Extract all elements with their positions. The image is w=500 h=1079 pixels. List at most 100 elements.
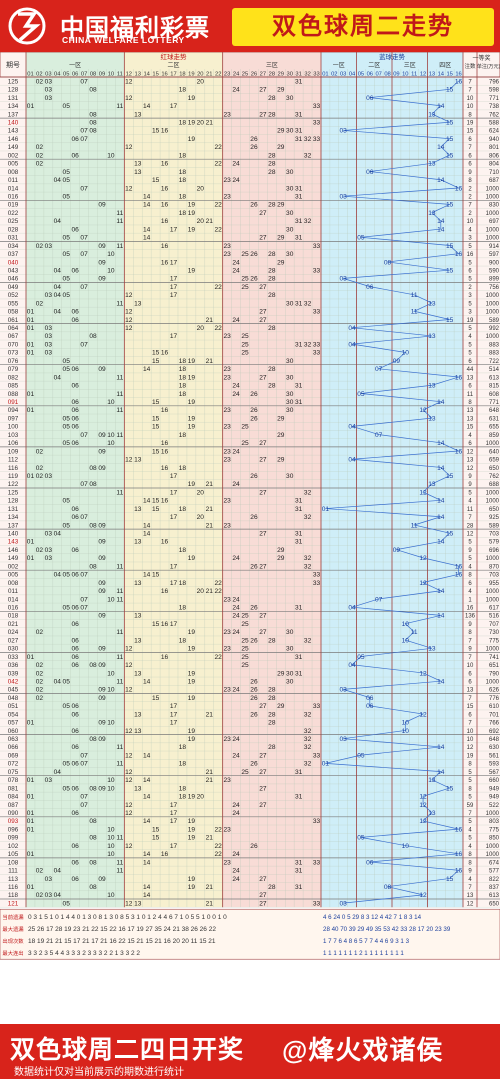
red-ball-hit: 20 xyxy=(197,185,205,192)
blue-ball-hit: 14 xyxy=(437,144,445,151)
red-ball-hit: 05 xyxy=(63,235,71,242)
red-ball-hit: 11 xyxy=(116,761,123,768)
red-number-header: 11 xyxy=(117,72,123,78)
red-ball-hit: 07 xyxy=(80,794,88,801)
blue-number-header: 16 xyxy=(455,72,461,78)
red-ball-hit: 13 xyxy=(134,580,142,587)
red-ball-hit: 05 xyxy=(63,193,71,200)
prize-amount: 617 xyxy=(489,605,500,611)
red-ball-hit: 18 xyxy=(179,177,187,184)
red-ball-hit: 21 xyxy=(206,835,214,842)
prize-count: 136 xyxy=(465,614,476,620)
red-ball-hit: 04 xyxy=(54,868,62,875)
red-ball-hit: 19 xyxy=(188,835,196,842)
red-ball-hit: 17 xyxy=(170,843,178,850)
red-ball-hit: 18 xyxy=(179,637,187,644)
red-ball-hit: 07 xyxy=(80,752,88,759)
issue-col-bg xyxy=(0,52,26,908)
issue-number: 051 xyxy=(8,703,19,710)
red-ball-hit: 19 xyxy=(188,202,196,209)
red-ball-hit: 07 xyxy=(80,604,88,611)
prize-amount: 899 xyxy=(489,277,500,283)
prize-amount: 1000 xyxy=(486,647,500,653)
blue-ball-hit: 05 xyxy=(357,235,365,242)
red-ball-hit: 06 xyxy=(71,399,79,406)
issue-number: 140 xyxy=(8,120,19,127)
red-ball-hit: 12 xyxy=(125,662,133,669)
red-ball-hit: 22 xyxy=(215,654,223,661)
red-ball-hit: 25 xyxy=(241,613,249,620)
red-ball-hit: 32 xyxy=(304,514,312,521)
prize-amount: 762 xyxy=(489,474,500,480)
prize-count: 6 xyxy=(468,137,472,143)
red-ball-hit: 30 xyxy=(286,251,294,258)
blue-ball-hit: 04 xyxy=(348,341,356,348)
red-ball-hit: 09 xyxy=(98,366,106,373)
red-ball-hit: 15 xyxy=(152,835,160,842)
blue-number-header: 12 xyxy=(420,72,426,78)
issue-number: 058 xyxy=(8,309,19,316)
red-ball-hit: 28 xyxy=(268,276,276,283)
red-ball-hit: 01 xyxy=(27,810,35,817)
red-number-header: 26 xyxy=(251,72,257,78)
red-ball-hit: 17 xyxy=(170,720,178,727)
red-ball-hit: 27 xyxy=(259,629,267,636)
red-ball-hit: 15 xyxy=(152,506,160,513)
red-ball-hit: 20 xyxy=(197,218,205,225)
red-ball-hit: 10 xyxy=(107,432,115,439)
issue-number: 064 xyxy=(8,325,19,332)
prize-amount: 837 xyxy=(489,885,500,891)
red-ball-hit: 10 xyxy=(107,399,115,406)
red-ball-hit: 11 xyxy=(116,210,123,217)
red-ball-hit: 27 xyxy=(259,87,267,94)
red-ball-hit: 01 xyxy=(27,720,35,727)
blue-ball-hit: 16 xyxy=(455,185,463,192)
red-trend-header: 红球走势 xyxy=(161,52,188,61)
red-ball-hit: 23 xyxy=(223,366,231,373)
prize-count: 5 xyxy=(468,778,472,784)
stat-label: 当前遗漏 xyxy=(2,913,23,921)
prize-count: 19 xyxy=(467,121,474,127)
red-ball-hit: 06 xyxy=(71,761,79,768)
red-ball-hit: 06 xyxy=(71,703,79,710)
red-ball-hit: 17 xyxy=(170,802,178,809)
red-ball-hit: 01 xyxy=(27,317,35,324)
red-ball-hit: 03 xyxy=(45,892,53,899)
issue-number: 113 xyxy=(8,876,19,883)
prize-amount: 738 xyxy=(489,104,500,110)
red-ball-hit: 18 xyxy=(179,383,187,390)
red-ball-hit: 12 xyxy=(125,777,133,784)
prize-count: 8 xyxy=(468,400,472,406)
red-ball-hit: 30 xyxy=(286,374,294,381)
red-ball-hit: 24 xyxy=(232,267,240,274)
issue-number: 105 xyxy=(8,851,19,858)
red-number-header: 33 xyxy=(313,72,319,78)
red-ball-hit: 24 xyxy=(232,87,240,94)
prize-count: 4 xyxy=(468,827,472,833)
red-ball-hit: 27 xyxy=(259,802,267,809)
issue-number: 085 xyxy=(8,383,19,390)
blue-ball-hit: 13 xyxy=(428,161,436,168)
prize-count: 8 xyxy=(468,573,472,579)
issue-number: 093 xyxy=(8,818,19,825)
red-ball-hit: 25 xyxy=(241,654,249,661)
red-ball-hit: 26 xyxy=(250,843,258,850)
issue-number: 027 xyxy=(8,637,19,644)
blue-ball-hit: 03 xyxy=(340,193,348,200)
prize-count: 7 xyxy=(468,811,472,817)
issue-number: 057 xyxy=(8,720,19,727)
prize-amount: 631 xyxy=(489,416,500,422)
red-ball-hit: 08 xyxy=(89,120,97,127)
issue-number: 045 xyxy=(8,687,19,694)
brand-english: CHINA WELFARE LOTTERY xyxy=(62,35,185,45)
red-ball-hit: 12 xyxy=(125,802,133,809)
author-tag: @烽火戏诸侯 xyxy=(282,1035,444,1065)
prize-amount: 806 xyxy=(489,153,500,159)
red-ball-hit: 15 xyxy=(152,572,160,579)
red-ball-hit: 03 xyxy=(45,325,53,332)
red-ball-hit: 01 xyxy=(27,884,35,891)
issue-number: 078 xyxy=(8,777,19,784)
red-ball-hit: 31 xyxy=(295,498,303,505)
red-ball-hit: 31 xyxy=(295,218,303,225)
red-zone-label: 三区 xyxy=(266,62,278,69)
